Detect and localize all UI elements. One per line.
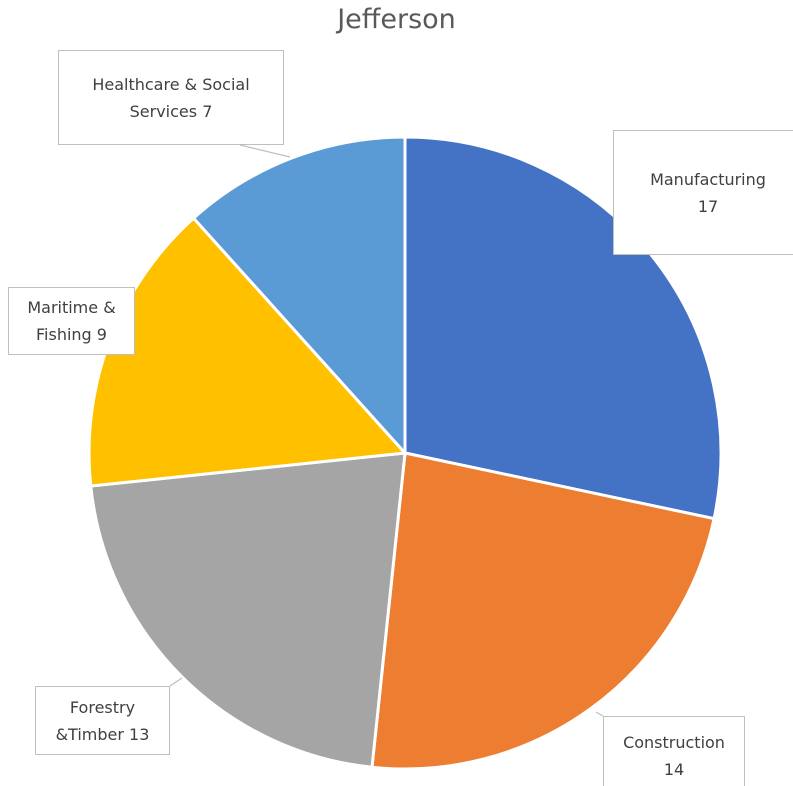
label-value: 7 <box>202 101 213 121</box>
pie-slice <box>370 451 716 771</box>
leader-line <box>239 144 291 158</box>
label-category: Forestry &Timber <box>55 697 136 744</box>
pie-slice <box>191 135 407 457</box>
label-value: 9 <box>96 325 107 344</box>
label-value: 13 <box>129 724 150 744</box>
label-category: Manufacturing <box>650 169 766 189</box>
data-label-box: Healthcare & Social Services 7 <box>58 50 284 145</box>
data-label-box: Forestry &Timber 13 <box>35 686 170 755</box>
data-label: Manufacturing 17 <box>643 166 773 220</box>
leader-line <box>169 677 183 687</box>
label-category: Maritime & Fishing <box>27 298 116 344</box>
data-label-box: Manufacturing 17 <box>613 130 793 255</box>
label-value: 14 <box>663 760 685 779</box>
data-label: Maritime & Fishing 9 <box>17 294 127 348</box>
chart-title: Jefferson <box>337 4 456 35</box>
label-value: 17 <box>697 196 719 216</box>
leader-line <box>595 711 604 717</box>
data-label: Forestry &Timber 13 <box>48 694 158 748</box>
slices <box>87 135 723 771</box>
data-label-box: Construction 14 <box>603 716 745 786</box>
pie-slice <box>89 451 407 769</box>
data-label: Healthcare & Social Services 7 <box>71 71 271 125</box>
label-category: Healthcare & Social Services <box>92 74 250 121</box>
data-label-box: Maritime & Fishing 9 <box>8 287 135 355</box>
label-category: Construction <box>623 733 725 752</box>
data-label: Construction 14 <box>612 729 737 783</box>
